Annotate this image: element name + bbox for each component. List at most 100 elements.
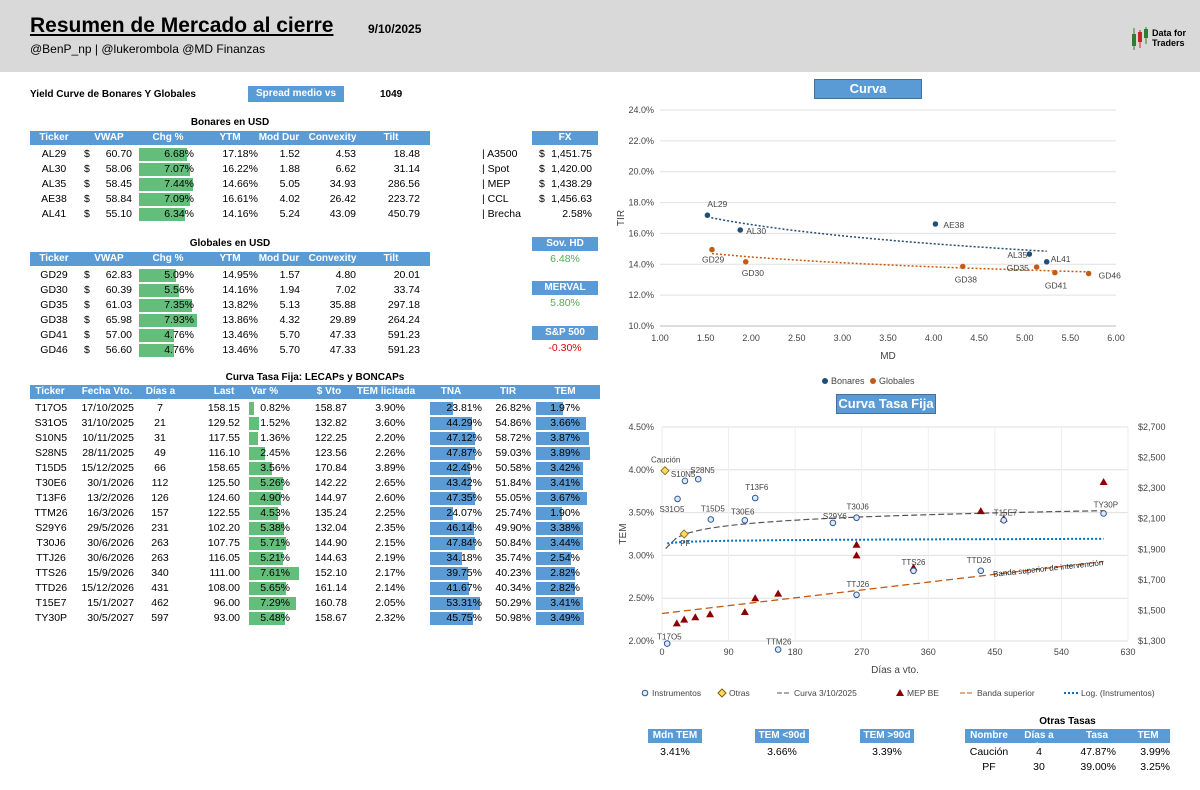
globales-cx: 47.33	[329, 329, 356, 341]
chart-tasafija: 2.00% 2.50% 3.00% 3.50% 4.00% 4.50% $1,300 $1,5…	[618, 422, 1166, 698]
lecap-fecha: 30/5/2027	[87, 612, 134, 624]
lecap-dias: 21	[154, 417, 166, 429]
x-tick-label: 3.50	[879, 333, 897, 343]
lecap-tir: 50.98%	[495, 612, 531, 624]
var-bar	[249, 447, 265, 460]
lecap-dias: 462	[151, 597, 169, 609]
lecap-tna: 24.07%	[446, 507, 482, 519]
fx-value: 1,420.00	[551, 163, 592, 175]
lecap-dias: 49	[154, 447, 166, 459]
instrument-label: T15D5	[701, 504, 726, 513]
bonares-cur: $	[84, 148, 90, 160]
lecap-dias: 31	[154, 432, 166, 444]
lecap-teml: 2.20%	[375, 432, 405, 444]
bonares-ticker: AE38	[41, 193, 67, 205]
y2-tick-label: $2,300	[1138, 483, 1166, 493]
lecap-tem: 1.90%	[550, 507, 580, 519]
lecap-tna: 47.35%	[446, 492, 482, 504]
lecap-tem: 3.87%	[550, 432, 580, 444]
lecap-ticker: T13F6	[35, 492, 67, 504]
globales-chg-bar	[139, 284, 180, 297]
bonares-vwap: 58.45	[105, 178, 132, 190]
var-bar	[249, 567, 299, 580]
lecap-last: 125.50	[207, 477, 240, 489]
bonares-tilt: 450.79	[387, 208, 420, 220]
instrument-point-s31o5	[674, 495, 681, 503]
bonares-cx: 26.42	[329, 193, 356, 205]
globales-header-cell: Tilt	[383, 253, 399, 264]
globales-chg: 7.93%	[164, 314, 194, 326]
lecap-teml: 2.32%	[375, 612, 405, 624]
instrument-label: T30J6	[847, 503, 870, 512]
lecap-tna: 34.18%	[446, 552, 482, 564]
globales-ytm: 13.46%	[222, 344, 258, 356]
lecap-tir: 50.84%	[495, 537, 531, 549]
lecap-fecha: 30/1/2026	[87, 477, 134, 489]
instrument-label: TTM26	[766, 638, 792, 647]
lecap-teml: 2.14%	[375, 582, 405, 594]
lecap-ticker: TTS26	[35, 567, 67, 579]
bonares-header-cell: Ticker	[39, 132, 69, 143]
lecap-tem: 3.66%	[550, 417, 580, 429]
point-label: AL29	[707, 199, 727, 209]
mep-be-marker	[852, 551, 861, 559]
lecap-fecha: 10/11/2025	[82, 432, 134, 444]
lecap-tir: 40.34%	[495, 582, 531, 594]
logo-line2: Traders	[1152, 38, 1185, 48]
globales-header-row	[30, 252, 430, 266]
page-title: Resumen de Mercado al cierre	[30, 14, 334, 37]
instrument-point-t17o5	[663, 640, 671, 647]
fx-value: 2.58%	[562, 208, 592, 220]
lecap-ticker: S31O5	[34, 417, 68, 429]
lecap-tir: 58.72%	[495, 432, 531, 444]
lecap-fecha: 15/12/2026	[81, 582, 134, 594]
instrument-label: T13F6	[745, 483, 769, 492]
legend-marker-mep	[896, 689, 904, 696]
tasafija-header-cell: TIR	[499, 386, 517, 397]
lecap-tem: 3.41%	[550, 477, 580, 489]
lecap-var: 5.21%	[260, 552, 290, 564]
lecap-var: 5.26%	[260, 477, 290, 489]
globales-chg: 4.76%	[164, 344, 194, 356]
y-tick-label: 22.0%	[628, 136, 654, 146]
lecap-last: 116.10	[208, 447, 240, 459]
bonares-ticker: AL35	[41, 178, 67, 190]
tasafija-header-cell: Var %	[250, 386, 279, 397]
lecap-ticker: T15E7	[35, 597, 67, 609]
y2-tick-label: $1,300	[1138, 636, 1166, 646]
lecap-tna: 47.12%	[446, 432, 482, 444]
globales-header-cell: Convexity	[308, 253, 357, 264]
lecap-fecha: 30/6/2026	[87, 552, 134, 564]
tem-bar	[536, 612, 584, 625]
bonares-chg: 6.34%	[164, 208, 194, 220]
mep-be-marker	[706, 610, 715, 618]
lecap-tem: 3.89%	[550, 447, 580, 459]
instrument-point-t30e6	[741, 517, 749, 524]
lecap-ticker: S29Y6	[35, 522, 67, 534]
bonares-cx: 43.09	[329, 208, 356, 220]
bonares-ticker: AL29	[41, 148, 67, 160]
globales-cur: $	[84, 344, 90, 356]
tem-bar	[536, 537, 584, 550]
lecap-vto: 152.10	[314, 567, 347, 579]
lecap-fecha: 30/6/2026	[87, 537, 134, 549]
bonares-cur: $	[84, 193, 90, 205]
lecap-ticker: TTD26	[34, 582, 68, 594]
point-label: AE38	[943, 220, 964, 230]
bonares-header-cell: Convexity	[308, 132, 357, 143]
globales-tilt: 20.01	[393, 269, 420, 281]
lecap-tem: 2.82%	[550, 582, 580, 594]
lecap-fecha: 15/12/2025	[81, 462, 134, 474]
var-bar	[249, 507, 279, 520]
globales-md: 5.70	[279, 344, 300, 356]
globales-header-cell: VWAP	[94, 253, 124, 264]
globales-vwap: 65.98	[105, 314, 132, 326]
bonares-chg-bar	[139, 178, 193, 191]
bonares-cur: $	[84, 163, 90, 175]
lecap-teml: 2.19%	[375, 552, 405, 564]
lecap-last: 111.00	[209, 567, 240, 579]
lecap-teml: 2.25%	[375, 507, 405, 519]
tna-bar	[430, 612, 474, 625]
index-label: MERVAL	[532, 281, 598, 295]
lecap-dias: 66	[154, 462, 166, 474]
